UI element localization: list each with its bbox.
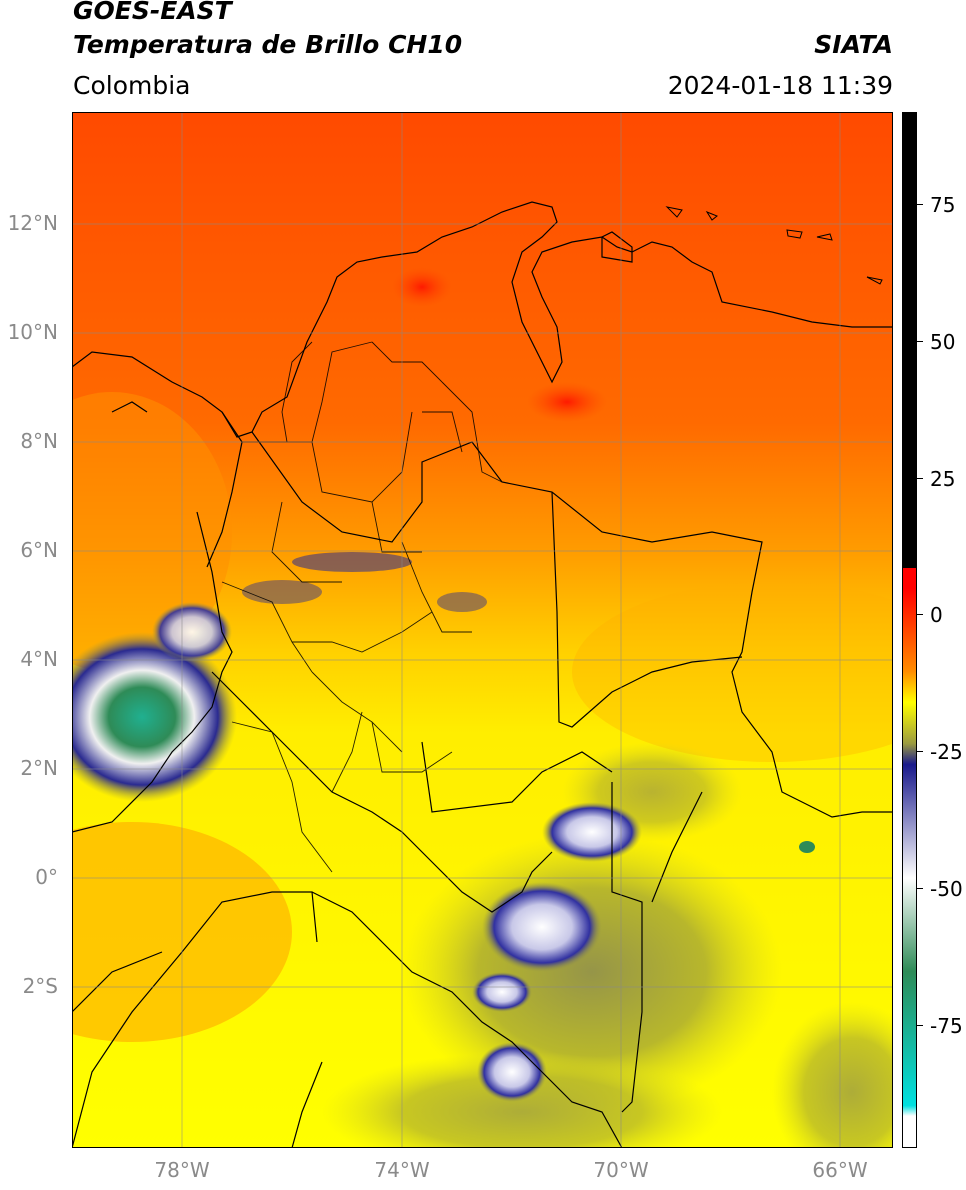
colorbar-tick-25: 25 [930,467,956,491]
colorbar-tick-0: 0 [930,603,943,627]
source-label: SIATA [814,30,893,59]
lon-label-66w: 66°W [812,1158,868,1182]
lat-label-8n: 8°N [20,429,58,453]
colorbar [902,112,917,1148]
colorbar-tickmark [917,1025,923,1026]
colorbar-tick-neg25: -25 [930,740,963,764]
lat-label-12n: 12°N [7,211,58,235]
region-label: Colombia [73,71,191,100]
lat-label-2s: 2°S [22,974,58,998]
colorbar-tick-75: 75 [930,193,956,217]
colorbar-tick-neg50: -50 [930,877,963,901]
satellite-map [72,112,893,1148]
lon-label-78w: 78°W [154,1158,210,1182]
lat-label-2n: 2°N [20,756,58,780]
map-title-line1: GOES-EAST [73,0,232,25]
lon-label-70w: 70°W [593,1158,649,1182]
colorbar-tickmark [917,614,923,615]
lat-label-6n: 6°N [20,538,58,562]
colorbar-tick-neg75: -75 [930,1014,963,1038]
lat-label-10n: 10°N [7,320,58,344]
lon-label-74w: 74°W [374,1158,430,1182]
colorbar-tickmark [917,204,923,205]
colorbar-tickmark [917,751,923,752]
timestamp-label: 2024-01-18 11:39 [667,71,893,100]
colorbar-tickmark [917,341,923,342]
map-title-line2: Temperatura de Brillo CH10 [73,30,463,59]
colorbar-tick-50: 50 [930,330,956,354]
lat-label-4n: 4°N [20,647,58,671]
colorbar-tickmark [917,478,923,479]
lat-label-0: 0° [35,865,58,889]
colorbar-tickmark [917,888,923,889]
